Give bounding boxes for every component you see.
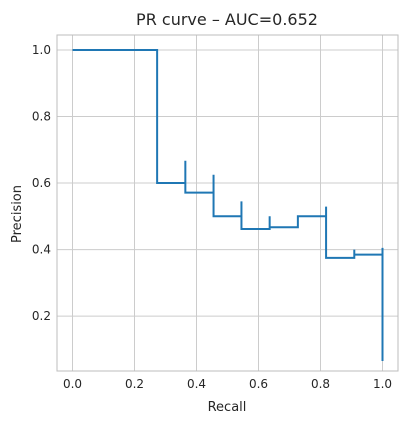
y-tick-label: 0.4 bbox=[32, 243, 51, 257]
y-tick-label: 0.6 bbox=[32, 176, 51, 190]
y-tick-label: 1.0 bbox=[32, 43, 51, 57]
x-tick-label: 0.8 bbox=[311, 377, 330, 391]
x-tick-label: 1.0 bbox=[373, 377, 392, 391]
y-tick-label: 0.8 bbox=[32, 110, 51, 124]
chart-title: PR curve – AUC=0.652 bbox=[136, 10, 318, 29]
grid-lines bbox=[57, 35, 398, 371]
pr-curve-line bbox=[72, 48, 384, 362]
x-tick-label: 0.2 bbox=[125, 377, 144, 391]
x-axis-label: Recall bbox=[208, 400, 247, 415]
plot-frame bbox=[56, 34, 399, 372]
tick-labels: 0.0 0.2 0.4 0.6 0.8 1.0 0.2 0.4 0.6 0.8 1.0 bbox=[32, 43, 392, 391]
y-axis-label: Precision bbox=[10, 185, 25, 243]
y-tick-label: 0.2 bbox=[32, 309, 51, 323]
x-tick-label: 0.6 bbox=[249, 377, 268, 391]
x-tick-label: 0.4 bbox=[187, 377, 206, 391]
series-layer bbox=[72, 48, 384, 362]
x-tick-label: 0.0 bbox=[63, 377, 82, 391]
